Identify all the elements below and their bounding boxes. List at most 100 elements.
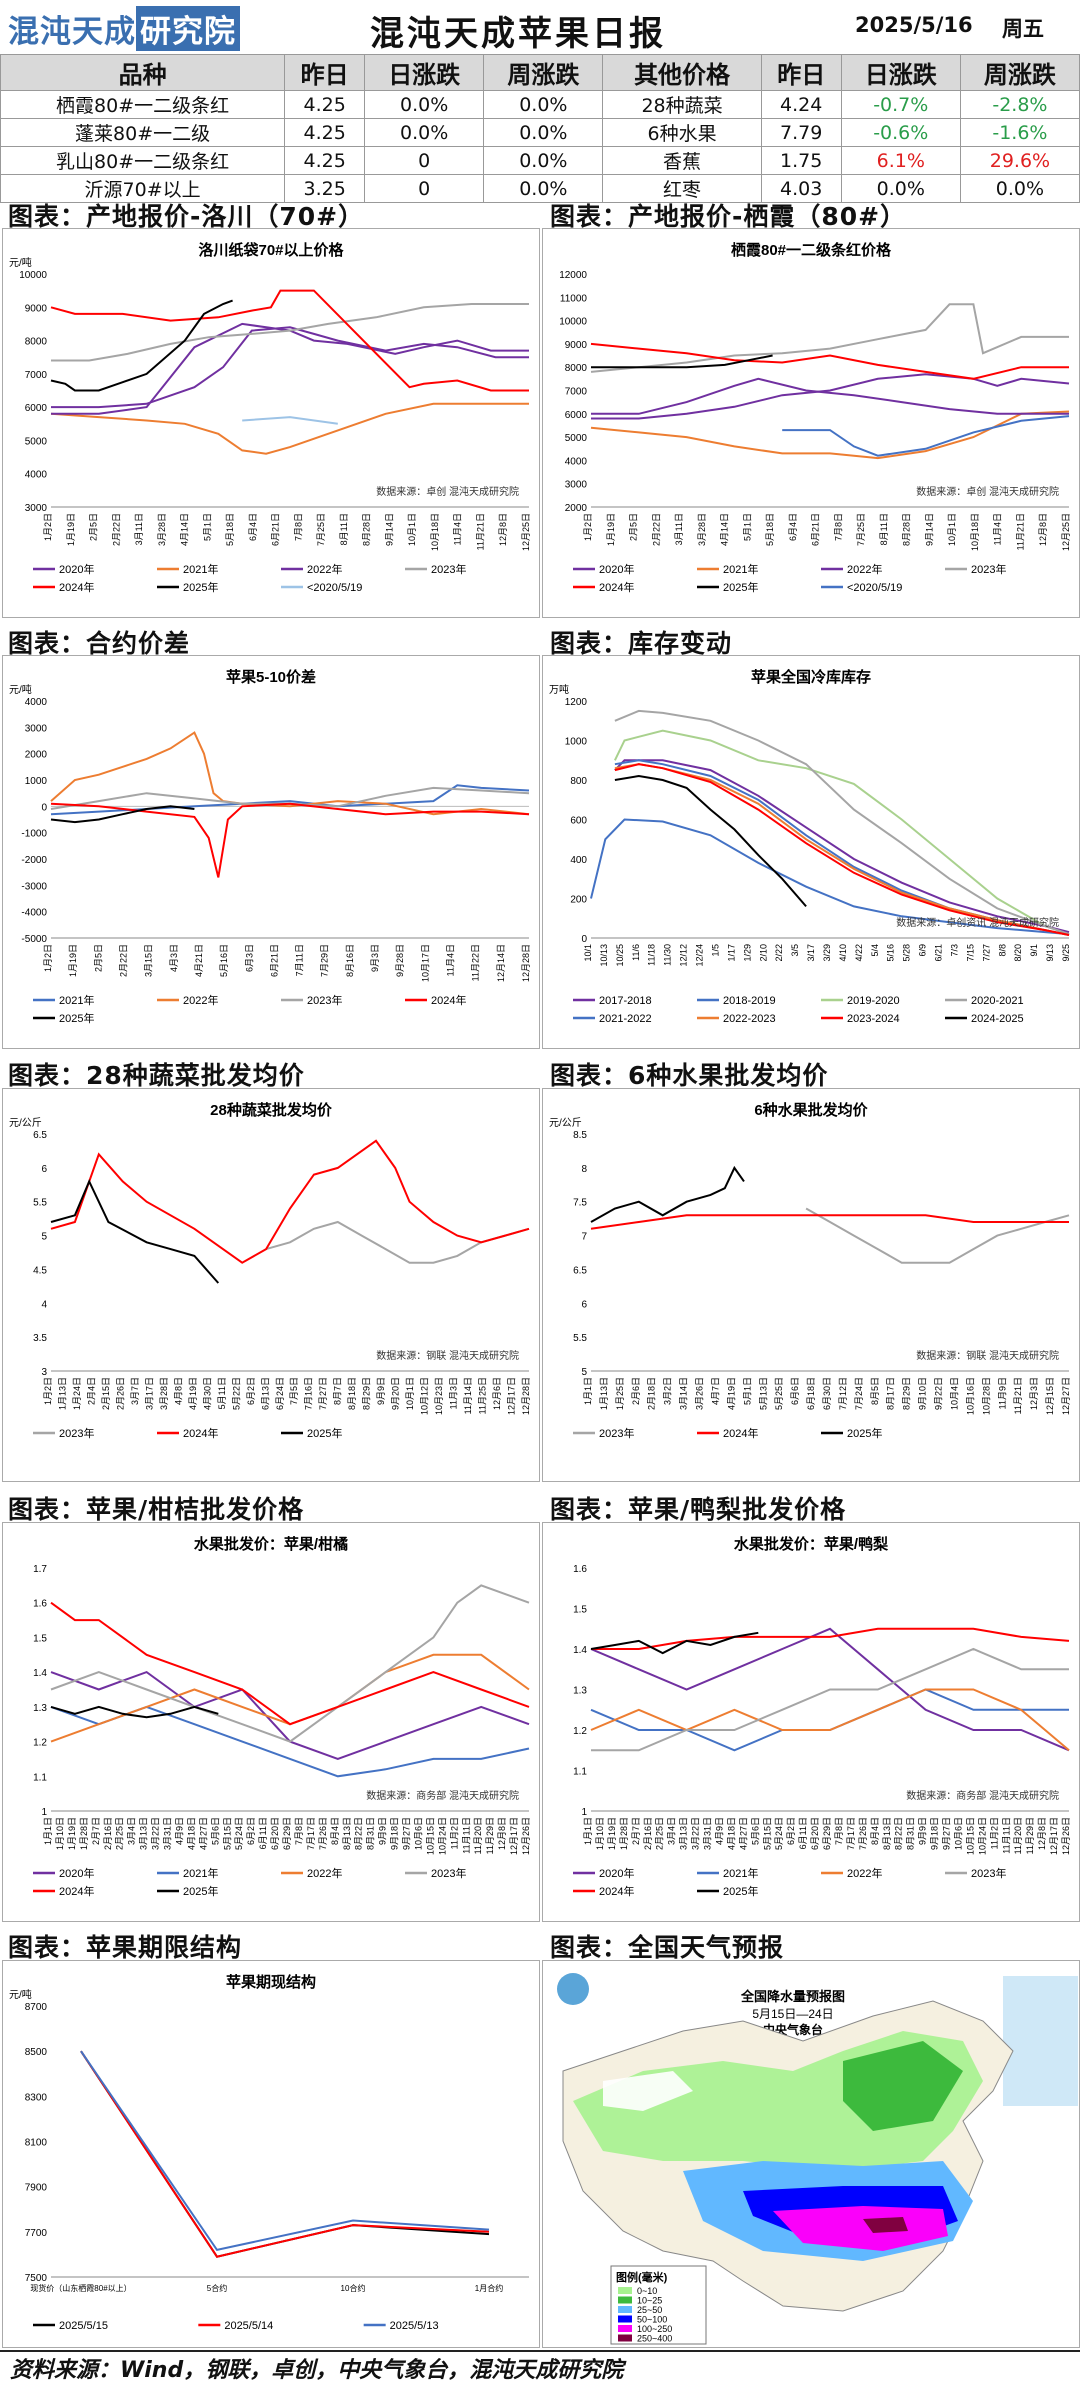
x-tick-label: 7月25日: [856, 513, 866, 546]
rain-250-400: [863, 2217, 908, 2233]
y-tick-label: 10000: [19, 270, 47, 281]
x-tick-label: 9月18日: [390, 1817, 400, 1850]
y-tick-label: 4000: [25, 470, 48, 481]
x-tick-label: 1月24日: [72, 1377, 82, 1410]
series-line: [50, 402, 529, 455]
series-line: [614, 729, 1070, 936]
x-tick-label: 10月15日: [425, 1817, 435, 1855]
x-tick-label: 11月4日: [453, 513, 463, 545]
x-tick-label: 3月31日: [163, 1817, 173, 1850]
x-tick-label: 10月1日: [405, 1377, 415, 1410]
series-line: [590, 303, 1069, 373]
table-header: 品种: [0, 54, 286, 91]
x-tick-label: 8月22日: [894, 1817, 904, 1850]
weather-map: 全国降水量预报图 5月15日—24日 中央气象台 图例(毫米) 0~10 10~2…: [542, 1960, 1080, 2348]
map-subtitle: 5月15日—24日: [752, 2007, 833, 2021]
y-tick-label: 6.5: [573, 1265, 587, 1276]
x-tick-label: 7月17日: [306, 1817, 316, 1850]
report-header: 混沌天成 研究院 混沌天成苹果日报 2025/5/16 周五: [0, 0, 1080, 56]
y-tick-label: -4000: [21, 908, 47, 919]
table-header: 昨日: [284, 54, 366, 91]
x-tick-label: 10月24日: [437, 1817, 447, 1855]
x-tick-label: 3月22日: [151, 1817, 161, 1850]
y-tick-label: 200: [570, 895, 587, 906]
x-tick-label: 4月8日: [173, 1377, 183, 1405]
x-tick-label: 6/9: [918, 944, 928, 957]
x-tick-label: 8/8: [997, 944, 1007, 957]
table-cell: 4.25: [284, 90, 366, 119]
legend-label: 2023年: [971, 1866, 1006, 1880]
x-tick-label: 6月21日: [811, 513, 821, 546]
x-tick-label: 9月27日: [402, 1817, 412, 1850]
series-line: [51, 322, 529, 415]
table-row: 乳山80#一二级条红 4.25 0 0.0% 香蕉 1.75 6.1% 29.6%: [0, 146, 1080, 175]
x-tick-label: 12月17日: [509, 1817, 519, 1855]
legend-label: 2023年: [307, 993, 342, 1007]
x-tick-label: 11月21日: [475, 513, 485, 550]
x-tick-label: 1/17: [726, 944, 736, 962]
x-tick-label: 5月11日: [217, 1377, 227, 1409]
series-line: [591, 1647, 1069, 1752]
table-cell: 4.25: [284, 146, 366, 175]
x-tick-label: 10月17日: [420, 944, 430, 982]
legend-label: 2024年: [59, 580, 94, 594]
legend-label: 25~50: [637, 2305, 662, 2315]
x-tick-label: 10/1: [583, 944, 593, 962]
rain-10-25: [843, 2041, 963, 2131]
series-line: [50, 1584, 530, 1743]
x-tick-label: 8月7日: [333, 1377, 343, 1405]
y-tick-label: 12000: [559, 270, 587, 281]
y-axis-label: 万吨: [549, 683, 569, 696]
chart-spread: 苹果5-10价差 元/吨 -5000 -4000 -3000 -2000 -1000 0 100…: [2, 655, 540, 1049]
y-tick-label: 0: [41, 802, 47, 813]
legend-swatch: [618, 2296, 632, 2304]
x-tick-label: 2月5日: [629, 513, 639, 541]
x-tick-label: 6/21: [934, 944, 944, 962]
y-tick-label: 5000: [565, 433, 588, 444]
x-tick-label: 5月6日: [210, 1817, 220, 1845]
legend-swatch: [618, 2315, 632, 2323]
chart-luochuan: 洛川纸袋70#以上价格 元/吨 3000 4000 5000 6000 7000 8000 90…: [2, 228, 540, 618]
x-tick-label: 现货价（山东栖霞80#以上）: [30, 2283, 131, 2293]
series-line: [782, 415, 1070, 457]
legend-label: 10~25: [637, 2296, 662, 2306]
series-line: [590, 1165, 745, 1223]
x-tick-label: 1月10日: [55, 1817, 65, 1850]
legend-label: 2021-2022: [599, 1013, 652, 1025]
x-tick-label: 7月8日: [294, 1817, 304, 1845]
chart-storage: 苹果全国冷库库存 万吨 0 200 400 600 800 1000 1200 10/1 10/13…: [542, 655, 1080, 1049]
legend-label: 0~10: [637, 2286, 657, 2296]
x-tick-label: 2月7日: [91, 1817, 101, 1845]
x-tick-label: 4月30日: [202, 1377, 212, 1410]
x-tick-label: 11月2日: [989, 1817, 999, 1849]
x-tick-label: 11月11日: [1001, 1817, 1011, 1854]
y-tick-label: 8.5: [573, 1130, 587, 1141]
x-tick-label: 4月21日: [194, 944, 204, 977]
x-tick-label: 2/22: [774, 944, 784, 962]
x-tick-label: 1月1日: [583, 1817, 593, 1845]
x-tick-label: 2月16日: [103, 1817, 113, 1850]
x-tick-label: 3月4日: [667, 1817, 677, 1845]
y-tick-label: 3.5: [33, 1333, 47, 1344]
y-tick-label: 8500: [25, 2047, 48, 2058]
x-tick-label: 1月28日: [79, 1817, 89, 1850]
x-tick-label: 12/24: [695, 944, 705, 967]
table-cell: 0.0%: [483, 146, 604, 175]
x-tick-label: 6月3日: [244, 944, 254, 972]
x-tick-label: 8月11日: [339, 513, 349, 545]
table-cell: 29.6%: [959, 146, 1080, 175]
x-tick-label: 5合约: [207, 2283, 227, 2293]
y-axis-label: 元/公斤: [549, 1117, 582, 1129]
x-tick-label: 5/16: [886, 944, 896, 962]
legend-label: 2023年: [59, 1426, 94, 1440]
y-axis-label: 元/公斤: [9, 1117, 42, 1129]
x-tick-label: 8月11日: [879, 513, 889, 545]
y-tick-label: 6000: [565, 410, 588, 421]
table-cell: 栖霞80#一二级条红: [0, 90, 286, 119]
x-tick-label: 5月18日: [225, 513, 235, 546]
x-tick-label: 6月21日: [271, 513, 281, 546]
table-row: 栖霞80#一二级条红 4.25 0.0% 0.0% 28种蔬菜 4.24 -0.7% -2.8…: [0, 90, 1080, 119]
x-tick-label: 5月1日: [202, 513, 212, 541]
table-cell: -0.7%: [840, 90, 961, 119]
y-tick-label: 1.7: [33, 1564, 47, 1575]
